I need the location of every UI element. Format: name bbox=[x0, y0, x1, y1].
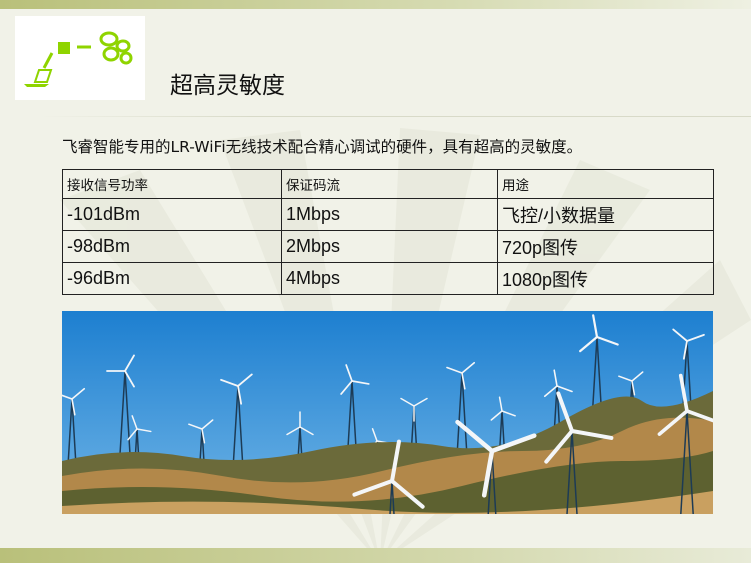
cell-bitrate: 2Mbps bbox=[281, 230, 498, 263]
cell-signal-power: -98dBm bbox=[62, 230, 282, 263]
title-divider bbox=[40, 116, 751, 117]
table-row: -98dBm 2Mbps 720p图传 bbox=[62, 230, 714, 263]
cell-signal-power: -101dBm bbox=[62, 198, 282, 231]
logo bbox=[15, 16, 145, 100]
cell-usage: 1080p图传 bbox=[497, 262, 714, 295]
wind-turbine bbox=[352, 439, 425, 514]
intro-text: 飞睿智能专用的LR-WiFi无线技术配合精心调试的硬件，具有超高的灵敏度。 bbox=[62, 138, 583, 156]
wind-turbine bbox=[455, 419, 537, 514]
bottom-accent-bar bbox=[0, 548, 751, 563]
wind-turbines-photo bbox=[62, 311, 713, 514]
laptop-wireless-network-logo-icon bbox=[24, 31, 133, 87]
top-accent-bar bbox=[0, 0, 751, 9]
header-bitrate: 保证码流 bbox=[281, 169, 498, 199]
cell-usage: 720p图传 bbox=[497, 230, 714, 263]
table-row: -101dBm 1Mbps 飞控/小数据量 bbox=[62, 198, 714, 231]
cell-usage: 飞控/小数据量 bbox=[497, 198, 714, 231]
cell-signal-power: -96dBm bbox=[62, 262, 282, 295]
header-usage: 用途 bbox=[497, 169, 714, 199]
header-signal-power: 接收信号功率 bbox=[62, 169, 282, 199]
slide-title: 超高灵敏度 bbox=[170, 73, 285, 99]
cell-bitrate: 4Mbps bbox=[281, 262, 498, 295]
wind-turbine bbox=[544, 391, 614, 514]
table-header-row: 接收信号功率 保证码流 用途 bbox=[62, 169, 714, 199]
sensitivity-table: 接收信号功率 保证码流 用途 -101dBm 1Mbps 飞控/小数据量 -98… bbox=[62, 169, 714, 295]
cell-bitrate: 1Mbps bbox=[281, 198, 498, 231]
wind-turbine bbox=[62, 387, 86, 470]
wind-turbine bbox=[106, 354, 135, 467]
wind-turbine bbox=[657, 373, 713, 514]
table-row: -96dBm 4Mbps 1080p图传 bbox=[62, 262, 714, 295]
